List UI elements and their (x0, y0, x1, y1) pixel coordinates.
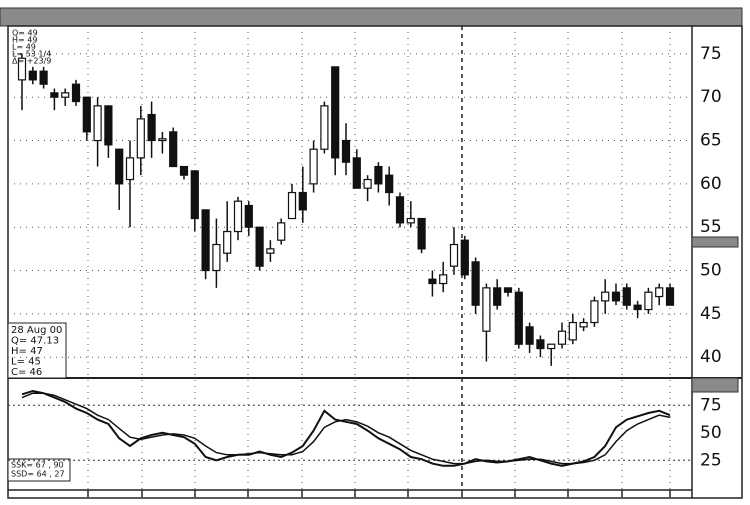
candle-body (363, 178, 372, 189)
info-text: 28 Aug 00 (11, 325, 62, 336)
candle-body (493, 287, 502, 306)
candle-body (115, 148, 124, 185)
candle-body (665, 287, 675, 306)
annotation: H= 49 (12, 36, 37, 45)
candle-body (212, 243, 221, 272)
candle-body (449, 243, 459, 267)
oscillator-line (21, 389, 671, 467)
candle-body (266, 248, 275, 254)
candle-body (482, 287, 491, 332)
candle-body (190, 170, 199, 220)
candle-body (82, 96, 91, 133)
candle-body (622, 287, 631, 306)
candle-body (39, 70, 48, 85)
y-tick-label: 75 (700, 395, 722, 415)
candle-body (406, 217, 415, 224)
info-text: H= 47 (11, 346, 43, 357)
candle-body (590, 300, 599, 324)
candle-body (503, 287, 513, 293)
candle-body (147, 113, 156, 142)
candle-body (179, 165, 189, 176)
candle-body (28, 70, 37, 81)
candle-body (536, 339, 545, 350)
frame (7, 25, 743, 499)
candle-body (71, 83, 81, 103)
oscillator-marker (691, 377, 739, 393)
candle-body (331, 66, 340, 159)
candle-body (233, 200, 243, 233)
candle-body (287, 191, 297, 220)
candle-body (93, 105, 102, 142)
candle-body (374, 165, 383, 185)
candle-body (471, 261, 480, 306)
y-tick-label: 50 (700, 423, 722, 443)
candle-body (169, 131, 178, 168)
oscillator-box (7, 458, 71, 482)
candle-body (158, 138, 167, 142)
oscillator-line (21, 392, 671, 465)
candle-body (514, 291, 523, 345)
annotation: Δ= +23/9 (12, 57, 51, 66)
annotation: SSK= 67 , 90 (11, 461, 64, 470)
candle-body (568, 321, 577, 341)
candle-body (223, 230, 232, 254)
info-text: L= 45 (11, 357, 41, 368)
candle-body (352, 157, 361, 189)
candle-body (655, 287, 664, 298)
candle-body (385, 174, 394, 194)
candle-body (50, 92, 59, 98)
candle-body (525, 326, 534, 345)
candle-body (417, 217, 426, 250)
y-tick-label: 55 (700, 217, 722, 237)
candle-body (644, 291, 653, 311)
y-tick-label: 25 (700, 450, 722, 470)
info-box (7, 322, 67, 379)
annotation: Q= 49 (12, 29, 38, 38)
candle-body (61, 92, 70, 98)
candle-body (428, 278, 437, 285)
annotation: L= 53 1/4 (12, 50, 51, 59)
annotation: L= 49 (12, 43, 36, 52)
candle-body (579, 321, 588, 328)
y-tick-label: 60 (700, 174, 722, 194)
candle-body (255, 226, 264, 267)
info-text: Q= 47.13 (11, 336, 59, 347)
candle-body (136, 118, 145, 159)
candle-body (201, 209, 210, 272)
y-tick-label: 65 (700, 131, 722, 151)
candle-body (104, 105, 113, 146)
y-tick-label: 70 (700, 87, 722, 107)
candle-body (320, 105, 329, 150)
info-text: C= 46 (11, 367, 42, 378)
y-tick-label: 50 (700, 261, 722, 281)
candle-body (17, 57, 27, 81)
y-tick-label: 45 (700, 304, 722, 324)
candle-body (611, 291, 621, 302)
candle-body (341, 139, 351, 163)
y-tick-label: 75 (700, 44, 722, 64)
candle-body (244, 204, 253, 228)
candle-body (460, 239, 469, 276)
candle-body (125, 157, 135, 181)
title-bar (0, 7, 743, 27)
candle-body (277, 222, 286, 241)
price-marker (691, 236, 739, 248)
candle-body (547, 343, 556, 350)
candle-body (298, 191, 307, 211)
candle-body (395, 196, 405, 224)
candle-body (309, 148, 318, 185)
candle-body (439, 274, 448, 285)
annotation: SSD= 64 , 27 (11, 470, 65, 479)
candle-body (601, 291, 610, 302)
candle-body (633, 304, 642, 311)
candle-body (557, 330, 567, 345)
y-tick-label: 40 (700, 347, 722, 367)
